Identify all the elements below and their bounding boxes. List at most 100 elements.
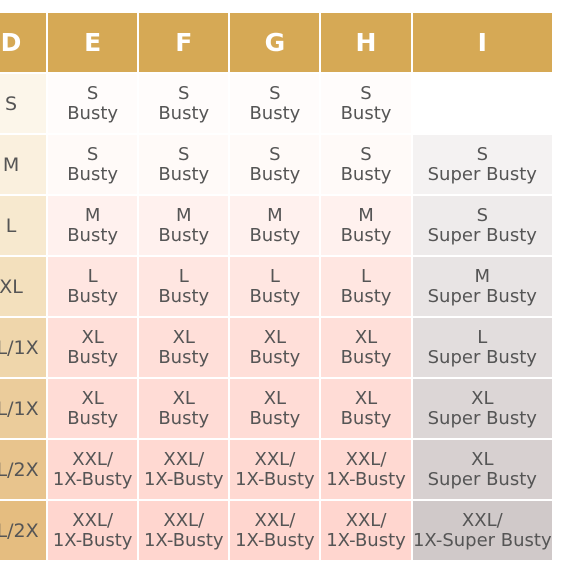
column-header-f: F: [139, 13, 229, 72]
cell-size: XL: [172, 326, 195, 348]
size-cell-f: M Busty: [139, 196, 229, 255]
size-cell-g: S Busty: [230, 135, 320, 194]
size-chart-table: D E F G H I S S Busty S Busty S Busty S Busty M S B…: [0, 11, 554, 562]
cell-fit: Busty: [340, 163, 392, 185]
cell-fit: Busty: [249, 224, 301, 246]
size-cell-f: XL Busty: [139, 379, 229, 438]
table-row: S S Busty S Busty S Busty S Busty: [0, 74, 552, 133]
size-cell-g: S Busty: [230, 74, 320, 133]
cell-fit: Super Busty: [427, 407, 537, 429]
size-cell-h: S Busty: [321, 74, 411, 133]
size-cell-g: XL Busty: [230, 379, 320, 438]
size-cell-e: XXL/1X-Busty: [48, 440, 138, 499]
cell-size: XL: [263, 387, 287, 409]
size-cell-e: M Busty: [48, 196, 138, 255]
cell-fit: 1X-Busty: [143, 529, 224, 551]
size-cell-i: XL Super Busty: [412, 379, 552, 438]
cell-size: M: [267, 204, 283, 226]
cell-size: M: [474, 265, 491, 287]
cell-size: L: [87, 265, 98, 287]
column-header-e: E: [48, 13, 138, 72]
size-chart-body: S S Busty S Busty S Busty S Busty M S Busty S Busty S B…: [0, 74, 552, 560]
size-cell-e: XXL/1X-Busty: [48, 501, 138, 560]
table-row: XL/2XXXL/1X-BustyXXL/1X-BustyXXL/1X-Bust…: [0, 501, 552, 560]
table-row: XL/1XXLBustyXLBustyXLBustyXLBustyLSuper …: [0, 318, 552, 377]
cell-fit: Busty: [158, 407, 210, 429]
cell-size: S: [360, 82, 372, 104]
column-header-h: H: [321, 13, 411, 72]
cell-fit: 1X-Busty: [326, 529, 406, 551]
cell-fit: Busty: [158, 102, 210, 124]
size-cell-h: XXL/1X-Busty: [321, 440, 411, 499]
cell-size: S: [86, 82, 99, 104]
size-cell-g: XXL/1X-Busty: [230, 501, 320, 560]
size-cell-f: S Busty: [139, 135, 229, 194]
cell-size: M: [358, 204, 374, 226]
cell-fit: 1X-Busty: [326, 468, 406, 490]
cell-size: XXL/: [345, 509, 387, 531]
size-cell-e: S Busty: [48, 135, 138, 194]
cell-size: XXL/: [254, 448, 296, 470]
row-label: M: [0, 135, 47, 194]
cell-size: XL: [471, 448, 494, 470]
row-label: XL/1X: [0, 318, 47, 377]
cell-size: XL: [354, 387, 378, 409]
size-cell-f: XL Busty: [139, 318, 229, 377]
table-row: XL/1XXLBustyXLBustyXLBustyXLBustyXLSuper…: [0, 379, 552, 438]
cell-size: XXL/: [254, 509, 296, 531]
cell-fit: Busty: [67, 102, 119, 124]
cell-fit: Busty: [67, 285, 119, 307]
size-cell-e: XL Busty: [48, 379, 138, 438]
cell-fit: Super Busty: [427, 346, 537, 368]
cell-fit: 1X-Busty: [143, 468, 224, 490]
cell-fit: Super Busty: [427, 468, 537, 490]
table-row: L M Busty M Busty M Busty M Busty S Super Busty: [0, 196, 552, 255]
cell-fit: Busty: [67, 346, 119, 368]
cell-fit: Busty: [158, 346, 210, 368]
cell-size: XXL/: [72, 448, 114, 470]
cell-size: S: [269, 143, 281, 165]
size-cell-h: XXL/1X-Busty: [321, 501, 411, 560]
size-cell-h: S Busty: [321, 135, 411, 194]
cell-size: S: [178, 82, 190, 104]
cell-size: L: [477, 326, 488, 348]
size-cell-f: XXL/1X-Busty: [139, 440, 229, 499]
size-cell-h: M Busty: [321, 196, 411, 255]
cell-fit: Busty: [340, 407, 392, 429]
cell-fit: Super Busty: [427, 285, 537, 307]
cell-fit: Busty: [249, 346, 301, 368]
header-row: D E F G H I: [0, 13, 552, 72]
size-cell-h: XL Busty: [321, 318, 411, 377]
row-label: L: [0, 196, 47, 255]
cell-fit: 1X-Busty: [52, 529, 133, 551]
cell-size: XXL/: [72, 509, 114, 531]
cell-fit: Super Busty: [427, 163, 537, 185]
size-cell-f: XXL/1X-Busty: [139, 501, 229, 560]
cell-fit: Busty: [67, 163, 119, 185]
cell-size: S: [476, 204, 488, 226]
cell-size: L: [269, 265, 280, 287]
cell-fit: Super Busty: [427, 224, 537, 246]
cell-fit: Busty: [67, 407, 119, 429]
cell-fit: Busty: [249, 163, 301, 185]
cell-size: S: [476, 143, 488, 165]
row-label: XL/2X: [0, 440, 47, 499]
size-cell-e: L Busty: [48, 257, 138, 316]
cell-fit: 1X-Busty: [235, 529, 315, 551]
cell-size: S: [86, 143, 99, 165]
cell-size: M: [84, 204, 101, 226]
size-cell-i: S Super Busty: [412, 135, 552, 194]
column-header-g: G: [230, 13, 320, 72]
cell-size: XL: [471, 387, 494, 409]
size-cell-i: [412, 74, 552, 133]
size-cell-h: L Busty: [321, 257, 411, 316]
cell-size: L: [178, 265, 189, 287]
cell-fit: Busty: [340, 102, 392, 124]
table-row: M S Busty S Busty S Busty S Busty S Super Busty: [0, 135, 552, 194]
size-cell-f: S Busty: [139, 74, 229, 133]
cell-size: S: [269, 82, 281, 104]
cell-fit: Busty: [340, 285, 392, 307]
size-cell-f: L Busty: [139, 257, 229, 316]
cell-fit: Busty: [249, 102, 301, 124]
